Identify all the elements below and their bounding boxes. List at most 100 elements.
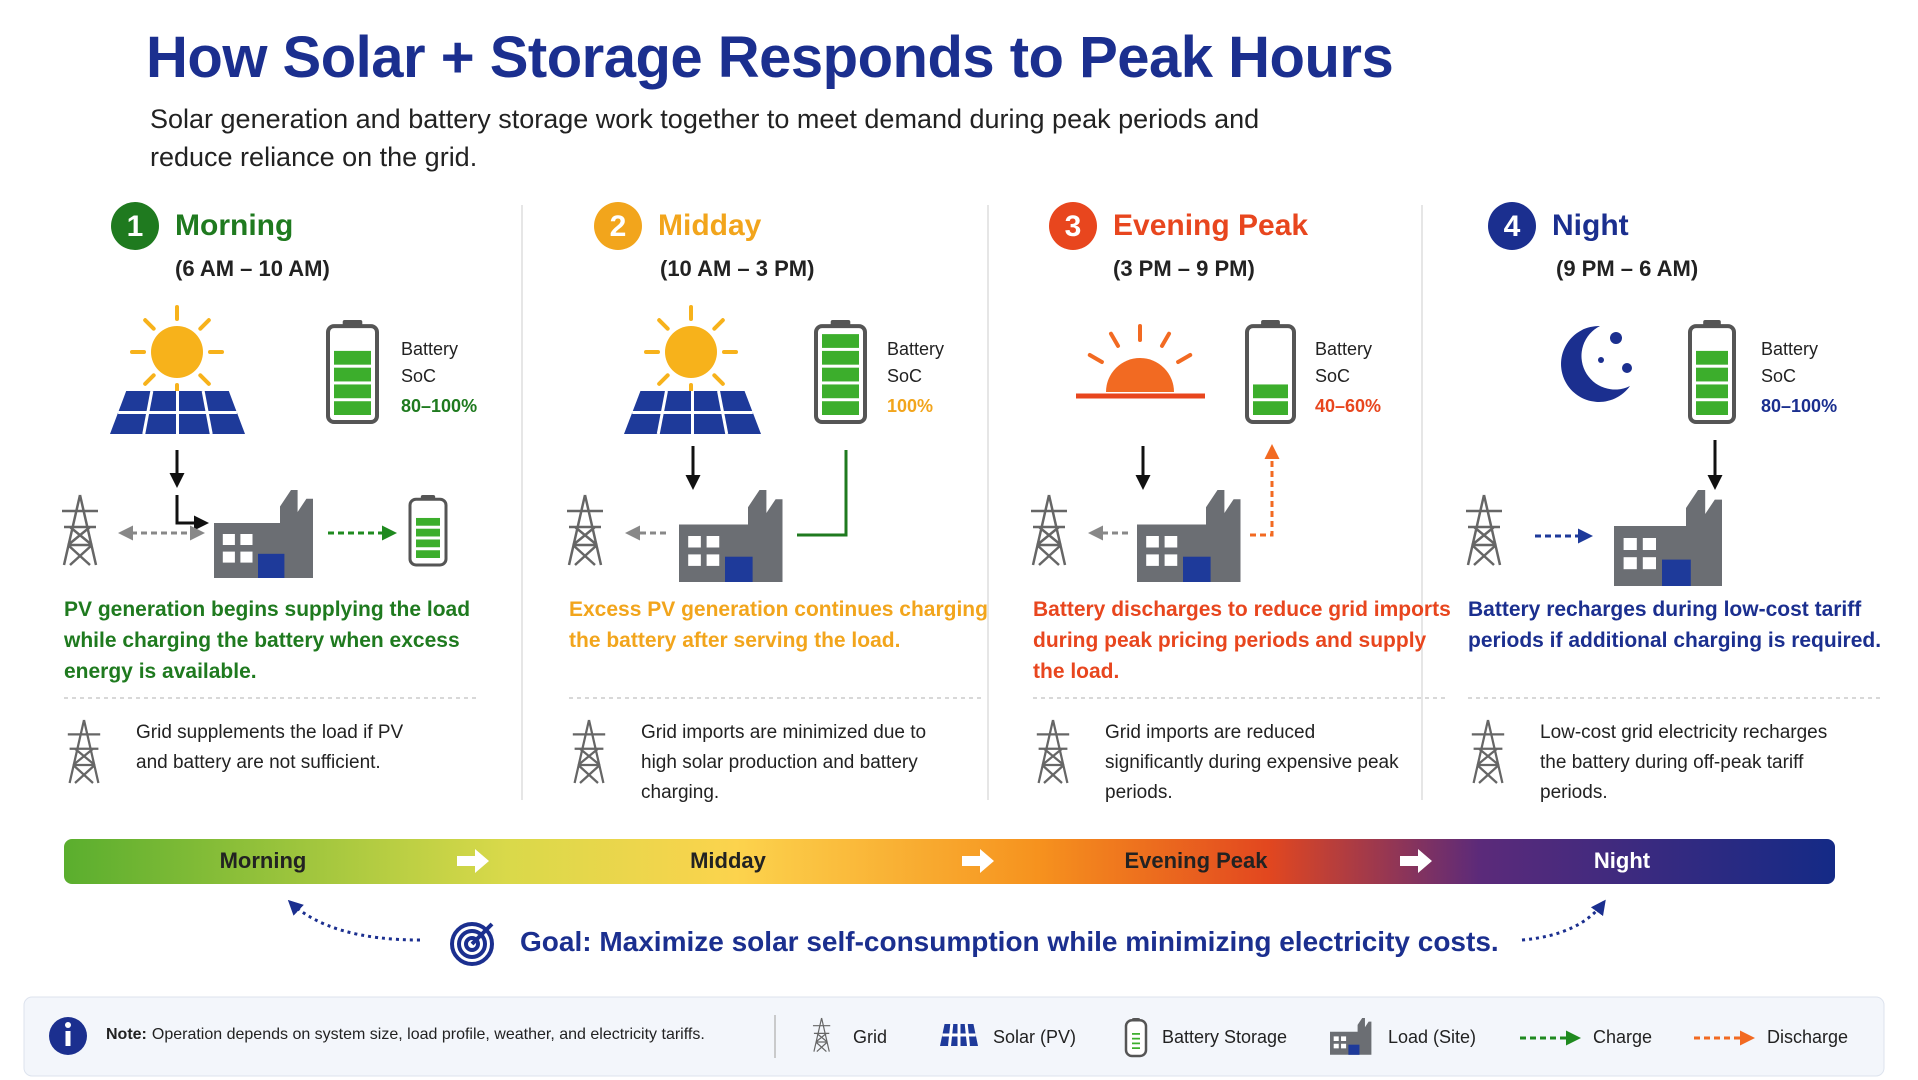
phase-name: Midday [658,209,762,242]
battery-soc: 80–100% [1761,396,1838,416]
note-label: Note: [106,1026,147,1043]
legend-label: Load (Site) [1388,1027,1477,1047]
phase-badge [111,202,159,250]
battery-icon [814,320,867,424]
cell [334,367,371,382]
window [706,554,720,566]
cell [1253,384,1288,399]
cell [1696,350,1728,365]
ray [198,318,211,331]
grid-icon [572,719,606,784]
goal-icon [464,936,480,952]
window [1164,536,1178,548]
title: How Solar + Storage Responds to Peak Hou… [146,25,1394,90]
load-icon [214,490,313,578]
window [240,551,253,563]
goal-icon [450,922,494,966]
info-dot [65,1022,71,1028]
cell [1132,1047,1140,1049]
sun-icon [130,305,224,399]
cell [416,550,440,558]
load-icon [1137,490,1241,582]
cell [334,401,371,415]
phase-name: Evening Peak [1113,209,1309,242]
grid-icon [67,719,101,784]
load-icon [679,490,783,582]
ray [143,373,156,386]
cell [1132,1033,1140,1035]
moon-icon [1561,325,1632,402]
battery-soc: 40–60% [1315,396,1382,416]
phase-description: Battery recharges during low-cost tariff… [1468,598,1882,652]
factory [1614,490,1722,586]
footer-note: Note: Operation depends on system size, l… [106,1026,705,1044]
window [222,551,235,563]
phase-time: (10 AM – 3 PM) [660,256,815,281]
cell [822,401,859,415]
window [1146,536,1159,548]
tower [572,719,606,784]
goal-icon [470,922,494,946]
phase-description: PV generation begins supplying the load … [64,598,471,683]
phase-description: Excess PV generation continues charging … [569,598,988,652]
cell [1696,384,1728,399]
factory [679,490,783,582]
grid-icon [62,494,98,566]
phase-name: Morning [175,209,294,242]
grid-icon [1036,719,1070,784]
legend-label: Discharge [1767,1027,1849,1047]
tower [62,494,98,566]
grid-icon [812,1017,831,1053]
door [725,556,753,582]
grid-icon [567,494,603,566]
window [240,534,253,545]
tower [1471,719,1505,784]
tower [1036,719,1070,784]
door [1183,556,1211,582]
phase-name: Night [1552,209,1629,242]
factory [1137,490,1241,582]
charge-flow [797,450,848,537]
cell [822,367,859,382]
tower [812,1017,831,1053]
timeline-label: Night [1593,848,1651,873]
battery-icon [1688,320,1736,424]
battery-icon [326,320,379,424]
timeline-arrow [457,849,489,873]
star [1622,363,1632,373]
timeline-label: Morning [219,848,307,873]
door [258,553,285,578]
phase-time: (9 PM – 6 AM) [1556,256,1699,281]
phase-badge [1049,202,1097,250]
legend-label: Charge [1593,1027,1653,1047]
window [1623,538,1637,550]
factory [214,490,313,578]
phase-time: (6 AM – 10 AM) [175,256,330,281]
tower [1466,494,1502,566]
goal-curve-arrow [1521,899,1606,942]
cell [334,384,371,399]
cell [416,539,440,548]
tower [67,719,101,784]
window [222,534,235,545]
phase-badge [1488,202,1536,250]
window [706,536,720,548]
cell [416,517,440,526]
phase-number: 2 [609,210,627,243]
ray [1087,353,1104,364]
timeline-label: Evening Peak [1124,848,1268,873]
ray [143,318,156,331]
phase-badge [594,202,642,250]
timeline-arrow [1400,849,1432,873]
info-i [65,1031,71,1046]
cell [1696,367,1728,382]
battery-label: Battery SoC [887,339,945,386]
tower [567,494,603,566]
flow-arrow [175,495,209,531]
grid-icon [1466,494,1502,566]
window [1341,1043,1347,1049]
phase-number: 4 [1503,210,1521,243]
battery-icon [408,495,448,567]
